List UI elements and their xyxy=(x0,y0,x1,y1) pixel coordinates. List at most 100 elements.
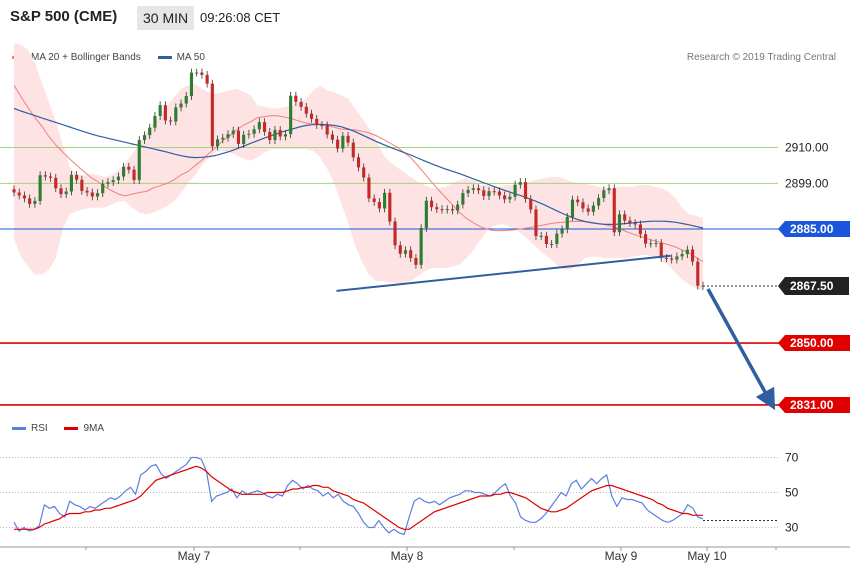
candle xyxy=(75,170,79,184)
level-label-2910-00: 2910.00 xyxy=(785,141,829,155)
candle-body xyxy=(644,234,648,244)
candle-body xyxy=(617,214,622,233)
candle xyxy=(184,92,188,108)
candle xyxy=(388,188,392,226)
candle xyxy=(90,188,94,201)
candle-body xyxy=(33,200,37,204)
candle xyxy=(315,114,319,129)
candle xyxy=(638,220,642,239)
candle-body xyxy=(424,200,428,229)
candle xyxy=(466,185,470,198)
candle xyxy=(320,121,324,130)
candle xyxy=(612,184,616,237)
candle xyxy=(142,131,147,144)
candle-body xyxy=(69,174,73,192)
candle-body xyxy=(252,129,256,134)
candle-body xyxy=(570,199,575,217)
candle xyxy=(591,201,595,216)
candle xyxy=(424,196,428,232)
candle-body xyxy=(591,205,595,212)
candle-body xyxy=(560,229,564,234)
level-tag-2850-00 xyxy=(778,335,850,352)
candle-body xyxy=(309,113,314,119)
candle-body xyxy=(28,198,32,204)
timeframe-selector[interactable]: 30 MIN xyxy=(137,6,195,30)
candle xyxy=(670,254,674,264)
candle xyxy=(231,126,235,139)
candle-body xyxy=(75,174,79,180)
candle xyxy=(48,172,53,182)
candle xyxy=(12,185,16,197)
candle xyxy=(336,135,340,153)
rsi-ma-swatch xyxy=(64,426,79,430)
candle-body xyxy=(299,101,303,107)
candle xyxy=(273,126,277,144)
level-label-2885-00: 2885.00 xyxy=(790,222,834,236)
candle-body xyxy=(289,95,293,135)
candle-body xyxy=(430,200,434,208)
candle-body xyxy=(43,175,47,177)
candle xyxy=(414,254,418,269)
candle-body xyxy=(607,188,611,191)
candle-body xyxy=(12,189,16,193)
candle-body xyxy=(398,245,402,254)
candle xyxy=(304,102,308,118)
candle xyxy=(294,91,298,106)
rsi-legend: RSI 9MA xyxy=(12,423,104,434)
level-tag-2885-00 xyxy=(778,221,850,237)
candle-body xyxy=(445,209,449,211)
candle-body xyxy=(95,193,100,197)
candle xyxy=(513,180,517,201)
candle xyxy=(163,101,167,125)
candle xyxy=(654,239,658,248)
candle xyxy=(576,195,580,207)
candle xyxy=(471,184,475,194)
candle xyxy=(111,176,115,186)
candle-body xyxy=(127,166,131,170)
candle xyxy=(356,153,361,172)
ma50-legend-label: MA 50 xyxy=(176,52,205,63)
candle-body xyxy=(539,235,543,237)
candle xyxy=(101,179,105,198)
candle xyxy=(362,163,366,182)
candle-body xyxy=(362,167,366,178)
candle xyxy=(169,116,173,126)
candle-body xyxy=(148,127,152,136)
candle-body xyxy=(226,134,230,138)
candle xyxy=(445,205,449,214)
candle xyxy=(80,175,84,195)
candle xyxy=(22,191,27,203)
candle xyxy=(278,126,282,141)
candle-body xyxy=(649,243,653,245)
candle xyxy=(581,198,585,213)
candle xyxy=(482,186,486,200)
candle xyxy=(383,188,387,213)
time-axis: May 7 May 8 May 9 May 10 xyxy=(0,546,850,563)
candle xyxy=(351,138,355,162)
candle xyxy=(607,184,611,195)
research-credit: Research © 2019 Trading Central xyxy=(686,52,836,63)
candle xyxy=(409,246,413,262)
candle xyxy=(189,68,194,100)
candle-body xyxy=(137,140,141,181)
candle xyxy=(28,194,32,208)
candle-body xyxy=(685,249,689,255)
candle xyxy=(675,252,679,264)
candle-body xyxy=(278,129,282,137)
candle-body xyxy=(503,195,507,200)
candle-body xyxy=(440,209,444,211)
candle xyxy=(299,98,303,111)
candle xyxy=(623,210,627,225)
candle xyxy=(341,131,345,153)
candle xyxy=(690,245,695,266)
candle xyxy=(440,205,444,214)
candle xyxy=(508,192,512,204)
candle xyxy=(59,184,63,199)
candle-body xyxy=(336,139,340,149)
candle-body xyxy=(414,258,418,265)
candle-body xyxy=(403,250,408,254)
candle-body xyxy=(597,198,601,206)
candle-body xyxy=(153,115,157,128)
candle xyxy=(148,123,152,140)
